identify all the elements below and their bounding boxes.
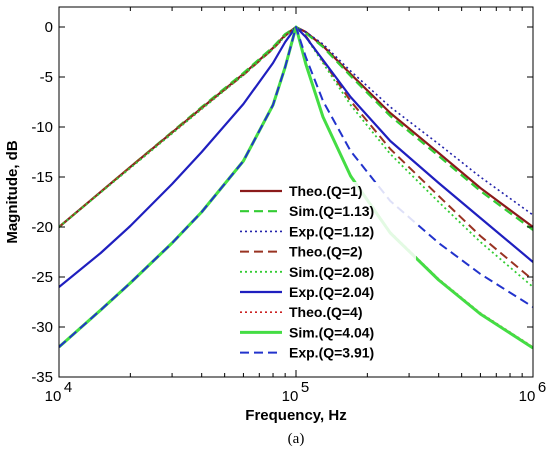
legend-label-6: Exp.(Q=2.04) bbox=[289, 284, 374, 300]
y-tick-label: -35 bbox=[31, 369, 53, 386]
x-tick-exponent: 5 bbox=[301, 379, 309, 396]
legend-label-5: Sim.(Q=2.08) bbox=[289, 264, 374, 280]
legend: Theo.(Q=1) Sim.(Q=1.13) Exp.(Q=1.12) Theo.(… bbox=[236, 182, 416, 368]
y-tick-label: -15 bbox=[31, 169, 53, 186]
series-line-6 bbox=[59, 25, 533, 288]
y-axis-title: Magnitude, dB bbox=[4, 140, 21, 243]
y-tick-label: -5 bbox=[40, 69, 53, 86]
x-tick-label: 10 bbox=[519, 388, 536, 405]
legend-label-7: Theo.(Q=4) bbox=[289, 304, 363, 320]
y-tick-label: -10 bbox=[31, 119, 53, 136]
legend-label-4: Theo.(Q=2) bbox=[289, 244, 363, 260]
legend-label-3: Exp.(Q=1.12) bbox=[289, 223, 374, 239]
x-tick-label: 10 bbox=[45, 388, 62, 405]
x-axis-title: Frequency, Hz bbox=[245, 407, 346, 424]
x-tick-label: 10 bbox=[282, 388, 299, 405]
series-line-3 bbox=[59, 26, 533, 228]
y-tick-label: -25 bbox=[31, 269, 53, 286]
x-tick-exponent: 4 bbox=[64, 379, 72, 396]
legend-label-1: Theo.(Q=1) bbox=[289, 183, 363, 199]
y-tick-label: -30 bbox=[31, 319, 53, 336]
figure-caption: (a) bbox=[288, 431, 305, 447]
x-tick-exponent: 6 bbox=[538, 379, 546, 396]
legend-label-2: Sim.(Q=1.13) bbox=[289, 203, 374, 219]
y-tick-label: -20 bbox=[31, 219, 53, 236]
series-line-5 bbox=[59, 26, 533, 288]
y-tick-label: 0 bbox=[45, 19, 53, 36]
legend-label-8: Sim.(Q=4.04) bbox=[289, 324, 374, 340]
legend-label-9: Exp.(Q=3.91) bbox=[289, 345, 374, 361]
legend-background bbox=[236, 182, 416, 368]
